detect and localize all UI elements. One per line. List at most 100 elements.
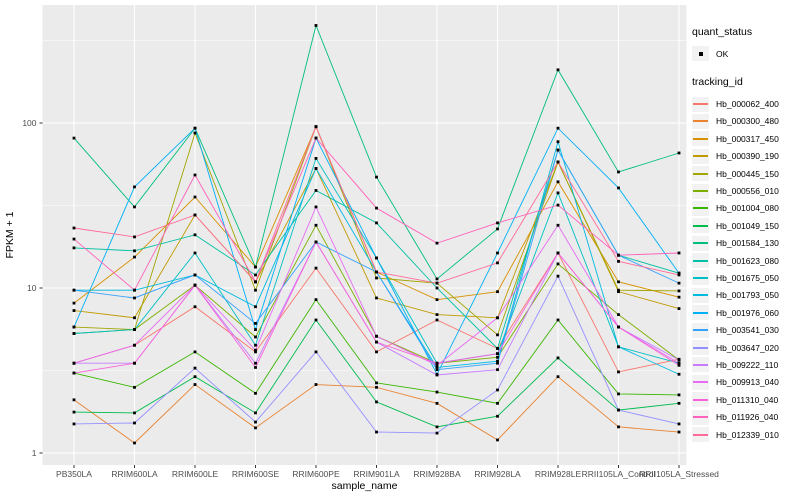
data-point: [72, 398, 76, 402]
legend-key: [692, 253, 709, 269]
data-point: [556, 262, 560, 266]
x-tick-label: RRIM600LA: [111, 469, 158, 479]
data-point: [556, 251, 560, 255]
y-axis-title: FPKM + 1: [4, 211, 16, 258]
x-tick-label: RRIM928BA: [413, 469, 461, 479]
legend-gap: [692, 62, 800, 76]
data-point: [72, 136, 76, 140]
data-point: [617, 170, 620, 174]
legend-item: Hb_009913_040: [692, 374, 800, 391]
data-point: [375, 276, 378, 280]
legend-item-label: Hb_000062_400: [716, 99, 779, 110]
data-point: [133, 411, 136, 415]
legend-item-label: Hb_011926_040: [716, 412, 779, 423]
data-point: [72, 422, 76, 426]
data-point: [496, 221, 499, 225]
legend-item-label: Hb_011310_040: [716, 394, 779, 405]
data-point: [435, 277, 439, 281]
legend-key-line: [693, 103, 708, 106]
legend-item-label: Hb_001675_050: [716, 272, 779, 283]
data-point: [556, 203, 560, 207]
data-point: [314, 125, 318, 129]
data-point: [556, 375, 560, 379]
legend-key-line: [693, 381, 708, 384]
legend-key-line: [693, 137, 708, 140]
data-point: [254, 361, 257, 365]
data-point: [435, 241, 439, 245]
legend-key: [692, 113, 709, 129]
legend-quant-status-items: OK: [692, 45, 800, 62]
legend-key-line: [693, 346, 708, 349]
data-point: [677, 251, 681, 255]
data-point: [193, 131, 197, 135]
data-point: [254, 420, 257, 424]
legend-item: Hb_003541_030: [692, 321, 800, 338]
data-point: [72, 371, 76, 375]
legend-item-label: Hb_009913_040: [716, 377, 779, 388]
data-point: [314, 298, 318, 302]
data-point: [677, 430, 681, 434]
data-point: [314, 383, 318, 386]
legend-key: [692, 235, 709, 251]
data-point: [254, 305, 257, 309]
data-point: [133, 249, 136, 253]
data-point: [314, 240, 318, 244]
y-tick-label: 10: [27, 283, 37, 293]
legend-key: [692, 374, 709, 390]
data-point: [617, 186, 620, 190]
data-point: [496, 359, 499, 363]
legend-item: OK: [692, 45, 800, 62]
data-point: [435, 366, 439, 369]
data-point: [677, 393, 681, 397]
data-point: [496, 401, 499, 405]
legend-key: [692, 148, 709, 164]
data-point: [133, 185, 136, 189]
data-point: [435, 363, 439, 367]
x-axis-title: sample_name: [332, 480, 398, 492]
data-point: [72, 237, 76, 241]
legend-key: [692, 322, 709, 338]
data-point: [314, 167, 318, 170]
legend-key: [692, 409, 709, 425]
legend-item: Hb_001623_080: [692, 252, 800, 269]
data-point: [193, 383, 197, 386]
data-point: [72, 332, 76, 335]
data-point: [254, 348, 257, 352]
x-tick-label: PB350LA: [56, 469, 92, 479]
data-point: [72, 226, 76, 230]
legend-key: [692, 427, 709, 442]
data-point: [72, 325, 76, 329]
data-point: [193, 366, 197, 370]
data-point: [556, 223, 560, 227]
data-point: [254, 343, 257, 347]
data-point: [496, 316, 499, 320]
data-point: [496, 355, 499, 359]
legend-key-line: [693, 155, 708, 158]
data-point: [496, 414, 499, 418]
data-point: [193, 173, 197, 177]
data-point: [617, 288, 620, 292]
data-point: [133, 328, 136, 331]
data-point: [133, 421, 136, 425]
data-point: [556, 148, 560, 152]
data-point: [435, 368, 439, 372]
legend-key-line: [693, 190, 708, 193]
legend-key: [692, 287, 709, 303]
legend-key: [692, 96, 709, 112]
data-point: [556, 160, 560, 164]
data-point: [435, 281, 439, 285]
legend-key-line: [693, 416, 708, 419]
legend-title-quant-status: quant_status: [692, 26, 753, 38]
data-point: [314, 266, 318, 270]
data-point: [375, 400, 378, 404]
legend-item-label: Hb_000317_450: [716, 133, 779, 144]
point-marker-icon: [698, 51, 703, 56]
data-point: [435, 286, 439, 290]
legend-key: [692, 270, 709, 286]
data-point: [617, 259, 620, 263]
data-point: [133, 361, 136, 365]
legend-key: [692, 131, 709, 147]
data-point: [254, 328, 257, 331]
data-point: [435, 373, 439, 377]
